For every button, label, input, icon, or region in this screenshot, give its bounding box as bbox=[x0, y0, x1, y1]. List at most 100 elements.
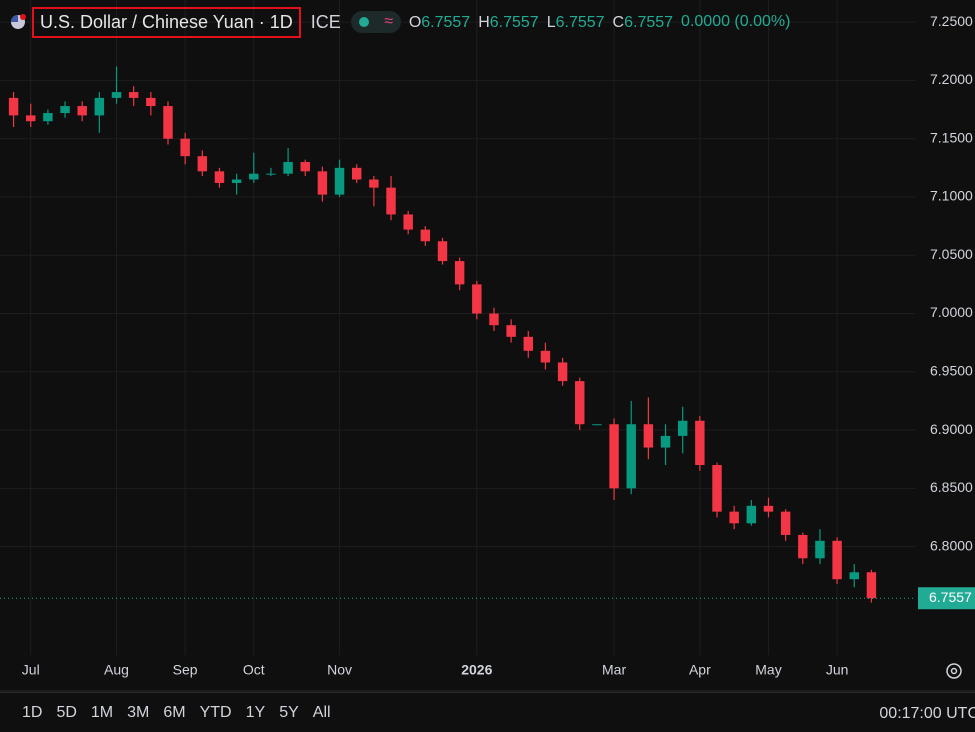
candle-body bbox=[798, 534, 808, 559]
candle-body bbox=[832, 540, 842, 580]
candle-body bbox=[8, 97, 19, 116]
candle-body bbox=[695, 420, 705, 466]
range-button[interactable]: YTD bbox=[199, 704, 232, 721]
ohlc-key: C bbox=[612, 14, 625, 31]
candle-body bbox=[575, 381, 585, 425]
y-tick-label: 7.0000 bbox=[930, 304, 973, 320]
ohlc-item: H6.7557 bbox=[478, 14, 539, 31]
ohlc-item: C6.7557 bbox=[613, 14, 674, 31]
candle-body bbox=[26, 115, 36, 122]
candle-body bbox=[128, 92, 139, 98]
candle-body bbox=[815, 540, 825, 559]
candle-body bbox=[77, 106, 87, 116]
chart-title[interactable]: U.S. Dollar / Chinese Yuan · 1D bbox=[32, 6, 301, 38]
candle-body bbox=[111, 92, 122, 98]
range-button[interactable]: All bbox=[312, 704, 331, 721]
candle-body bbox=[351, 167, 362, 180]
x-tick-label: Nov bbox=[327, 662, 352, 678]
candle-body bbox=[677, 420, 688, 436]
x-tick-label: 2026 bbox=[461, 662, 492, 678]
range-button[interactable]: 5Y bbox=[279, 704, 299, 721]
y-tick-label: 7.2000 bbox=[930, 71, 973, 87]
settings-icon-core bbox=[950, 667, 958, 675]
candle-body bbox=[94, 97, 105, 116]
candle-body bbox=[283, 162, 293, 174]
candle-body bbox=[712, 465, 722, 512]
candle-body bbox=[660, 435, 671, 448]
candle-body bbox=[454, 261, 465, 285]
candle-body bbox=[146, 97, 156, 107]
candle-body bbox=[60, 106, 70, 114]
candle-body bbox=[557, 362, 568, 382]
range-button[interactable]: 5D bbox=[56, 704, 77, 721]
x-tick-label: Sep bbox=[173, 662, 198, 678]
status-pill[interactable]: ≈ bbox=[350, 11, 401, 33]
candle-body bbox=[626, 424, 636, 489]
ohlc-item: L6.7557 bbox=[547, 14, 605, 31]
x-tick-label: Oct bbox=[243, 662, 265, 678]
x-tick-label: Aug bbox=[104, 662, 129, 678]
candle-body bbox=[249, 173, 259, 180]
y-tick-label: 7.1000 bbox=[930, 188, 973, 204]
candle-body bbox=[540, 350, 551, 363]
y-tick-label: 7.2500 bbox=[930, 13, 973, 29]
range-button[interactable]: 1Y bbox=[245, 704, 266, 721]
ohlc-legend: O6.7557 H6.7557 L6.7557 C6.7557 bbox=[401, 12, 673, 32]
candle-body bbox=[866, 572, 877, 599]
candle-body bbox=[506, 325, 516, 337]
candle-body bbox=[317, 171, 328, 195]
candle-body bbox=[214, 171, 225, 183]
change: 0.0000 (0.00%) bbox=[681, 13, 791, 30]
ohlc-value: 6.7557 bbox=[489, 14, 539, 31]
candle-body bbox=[472, 284, 482, 314]
ohlc-item: O6.7557 bbox=[409, 14, 470, 31]
range-button[interactable]: 6M bbox=[163, 704, 186, 721]
candle-body bbox=[746, 505, 757, 524]
ohlc-value: 6.7557 bbox=[624, 14, 674, 31]
y-tick-label: 6.9500 bbox=[930, 362, 973, 378]
candle-body bbox=[266, 173, 276, 175]
range-button[interactable]: 1D bbox=[22, 704, 43, 721]
candle-body bbox=[43, 113, 53, 122]
candle-body bbox=[180, 138, 190, 157]
candle-body bbox=[420, 229, 431, 242]
candle-body bbox=[523, 336, 534, 351]
range-button[interactable]: 3M bbox=[127, 704, 150, 721]
candle-body bbox=[300, 162, 310, 172]
x-tick-label: Jun bbox=[826, 662, 849, 678]
candle-body bbox=[729, 511, 739, 524]
candle-body bbox=[849, 572, 859, 580]
candle-body bbox=[763, 505, 774, 512]
candle-body bbox=[369, 179, 379, 188]
candle-body bbox=[489, 313, 499, 326]
candle-body bbox=[334, 167, 345, 195]
candle-body bbox=[231, 179, 242, 183]
last-price-label: 6.7557 bbox=[929, 589, 972, 605]
x-tick-label: Apr bbox=[689, 662, 711, 678]
clock[interactable]: 00:17:00 UTC bbox=[879, 705, 975, 722]
y-tick-label: 6.9000 bbox=[930, 421, 973, 437]
candle-body bbox=[609, 424, 619, 489]
chart-header: U.S. Dollar / Chinese Yuan · 1D ICE ≈ O6… bbox=[10, 6, 791, 38]
ohlc-key: L bbox=[546, 14, 556, 31]
chart: 7.2500 7.2000 7.1500 7.1000 7.0500 7.0000 6.95… bbox=[0, 0, 975, 692]
settings-icon[interactable] bbox=[946, 663, 962, 679]
y-tick-label: 7.1500 bbox=[930, 129, 973, 145]
range-button[interactable]: 1M bbox=[90, 704, 114, 721]
y-tick-label: 7.0500 bbox=[930, 246, 973, 262]
ohlc-value: 6.7557 bbox=[555, 14, 605, 31]
candle-body bbox=[163, 106, 173, 139]
candle-body bbox=[386, 187, 396, 215]
x-tick-label: Mar bbox=[602, 662, 626, 678]
x-tick-label: Jul bbox=[22, 662, 40, 678]
y-tick-label: 6.8000 bbox=[930, 537, 973, 553]
candle-body bbox=[437, 241, 448, 262]
candle-body bbox=[780, 511, 791, 535]
ohlc-key: O bbox=[408, 14, 422, 31]
candle-body bbox=[403, 214, 413, 230]
candle-body bbox=[197, 156, 208, 172]
candle-body bbox=[643, 424, 654, 448]
ohlc-value: 6.7557 bbox=[421, 14, 471, 31]
x-tick-label: May bbox=[755, 662, 781, 678]
